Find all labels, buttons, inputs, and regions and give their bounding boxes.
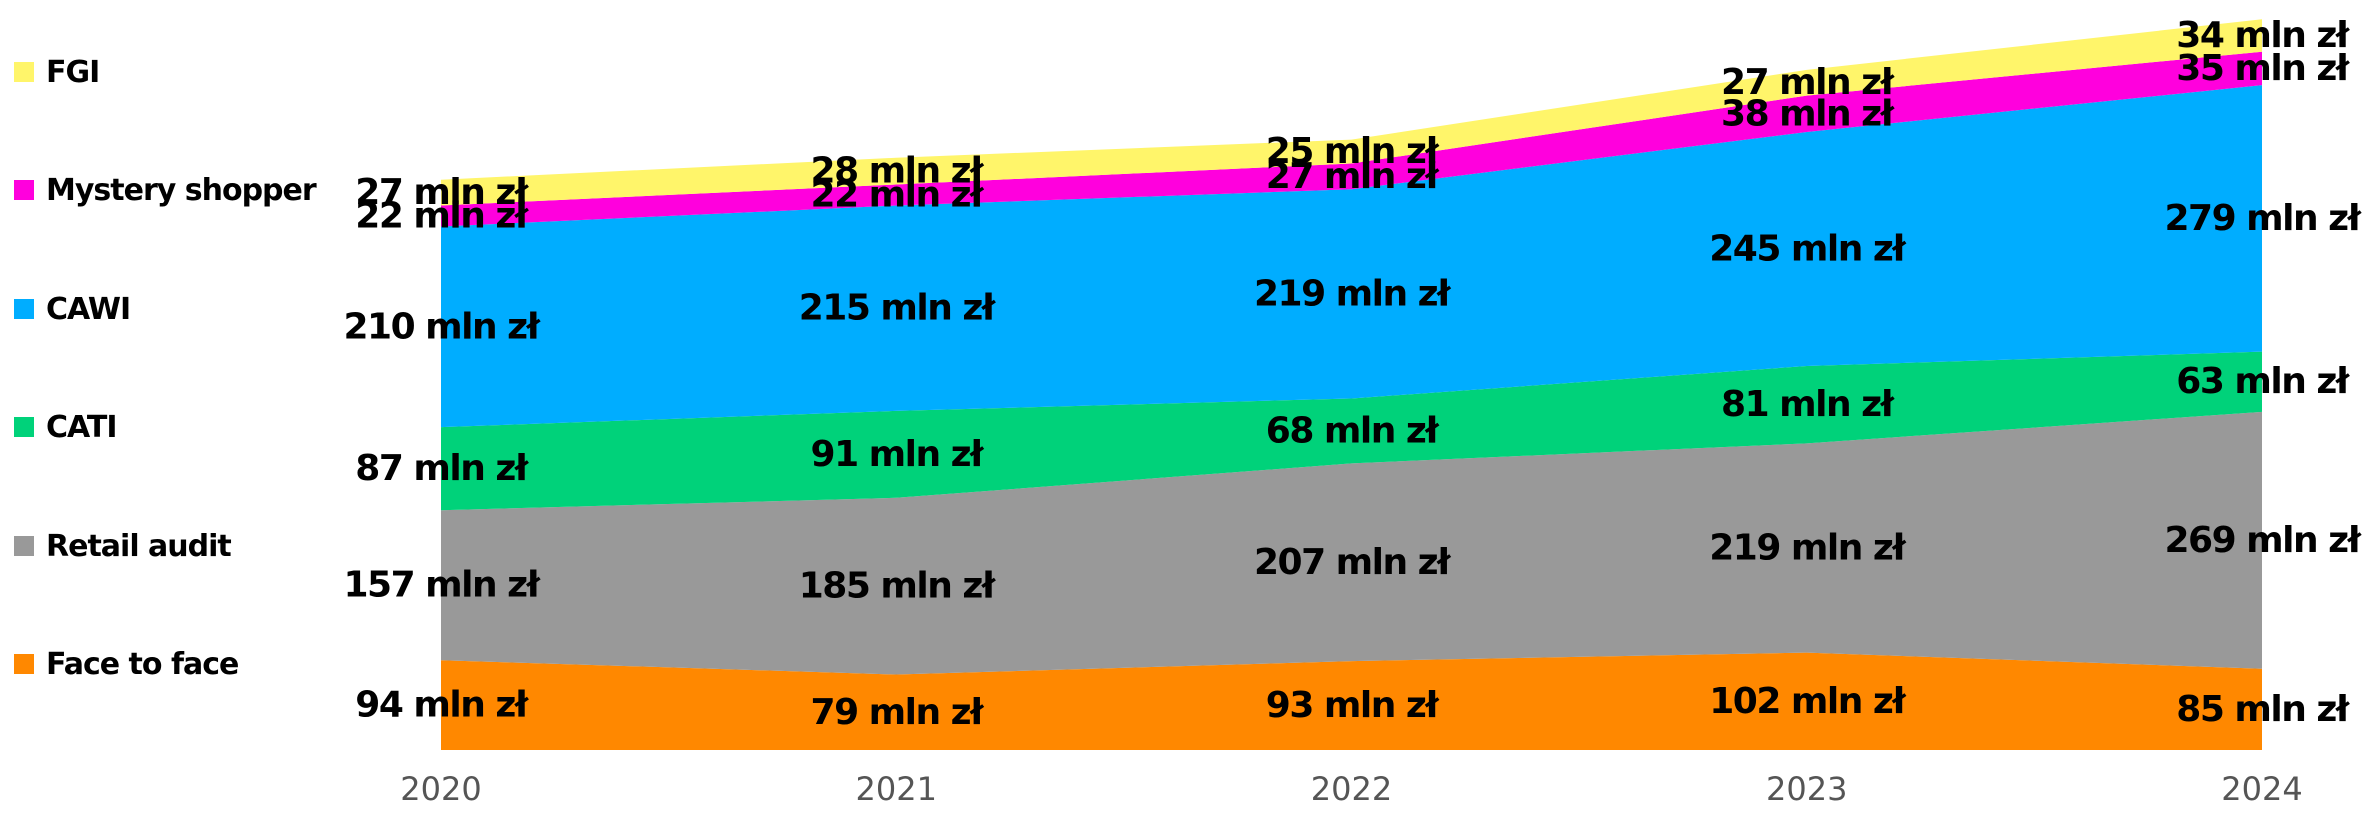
area-retail-audit: [441, 411, 2262, 675]
legend-item-mystery-shopper: Mystery shopper: [14, 170, 317, 210]
legend-label-fgi: FGI: [46, 54, 100, 90]
x-tick-label-2024: 2024: [2221, 770, 2302, 808]
legend-item-cawi: CAWI: [14, 289, 131, 329]
legend-label-cati: CATI: [46, 409, 118, 445]
area-face-to-face: [441, 652, 2262, 750]
data-label-cawi-2021: 215 mln zł: [799, 288, 997, 329]
area-cati: [441, 351, 2262, 511]
data-label-mystery-shopper-2023: 38 mln zł: [1721, 93, 1896, 134]
data-label-cawi-2022: 219 mln zł: [1254, 273, 1452, 314]
data-label-face-to-face-2020: 94 mln zł: [355, 685, 530, 726]
legend-swatch-retail-audit: [14, 536, 34, 556]
legend-label-cawi: CAWI: [46, 291, 131, 327]
data-label-cati-2024: 63 mln zł: [2176, 361, 2351, 402]
data-label-cawi-2023: 245 mln zł: [1709, 228, 1907, 269]
area-cawi: [441, 85, 2262, 428]
data-label-cati-2021: 91 mln zł: [811, 434, 986, 475]
data-label-mystery-shopper-2020: 22 mln zł: [355, 196, 530, 237]
data-label-retail-audit-2024: 269 mln zł: [2164, 520, 2362, 561]
data-label-cati-2022: 68 mln zł: [1266, 410, 1441, 451]
legend-swatch-cawi: [14, 299, 34, 319]
area-fgi: [441, 19, 2262, 206]
legend-swatch-fgi: [14, 62, 34, 82]
x-tick-label-2022: 2022: [1311, 770, 1392, 808]
x-tick-label-2021: 2021: [856, 770, 937, 808]
area-mystery-shopper: [441, 51, 2262, 227]
data-label-mystery-shopper-2022: 27 mln zł: [1266, 156, 1441, 197]
data-label-retail-audit-2023: 219 mln zł: [1709, 527, 1907, 568]
data-label-fgi-2021: 28 mln zł: [811, 151, 986, 192]
data-label-retail-audit-2022: 207 mln zł: [1254, 542, 1452, 583]
legend-item-face-to-face: Face to face: [14, 644, 239, 684]
legend-swatch-cati: [14, 417, 34, 437]
data-label-cawi-2020: 210 mln zł: [343, 306, 541, 347]
data-label-cati-2023: 81 mln zł: [1721, 384, 1896, 425]
data-label-face-to-face-2024: 85 mln zł: [2176, 689, 2351, 730]
legend-item-cati: CATI: [14, 407, 118, 447]
data-label-cawi-2024: 279 mln zł: [2164, 198, 2362, 239]
legend-label-mystery-shopper: Mystery shopper: [46, 172, 317, 208]
legend-item-fgi: FGI: [14, 52, 100, 92]
legend-item-retail-audit: Retail audit: [14, 526, 232, 566]
data-label-fgi-2024: 34 mln zł: [2176, 15, 2351, 56]
legend-label-retail-audit: Retail audit: [46, 528, 232, 564]
area-layers: [441, 19, 2262, 750]
legend-swatch-face-to-face: [14, 654, 34, 674]
value-labels: 94 mln zł 79 mln zł 93 mln zł 102 mln zł 85 …: [343, 15, 2363, 733]
data-label-fgi-2022: 25 mln zł: [1266, 131, 1441, 172]
data-label-mystery-shopper-2024: 35 mln zł: [2176, 48, 2351, 89]
data-label-mystery-shopper-2021: 22 mln zł: [811, 174, 986, 215]
data-label-face-to-face-2022: 93 mln zł: [1266, 685, 1441, 726]
legend-label-face-to-face: Face to face: [46, 646, 239, 682]
data-label-face-to-face-2021: 79 mln zł: [811, 692, 986, 733]
data-label-fgi-2020: 27 mln zł: [355, 172, 530, 213]
x-tick-label-2020: 2020: [400, 770, 481, 808]
data-label-retail-audit-2021: 185 mln zł: [799, 566, 997, 607]
x-axis: 2020 2021 2022 2023 2024: [400, 770, 2302, 808]
data-label-retail-audit-2020: 157 mln zł: [343, 565, 541, 606]
data-label-face-to-face-2023: 102 mln zł: [1709, 681, 1907, 722]
data-label-cati-2020: 87 mln zł: [355, 448, 530, 489]
data-label-fgi-2023: 27 mln zł: [1721, 62, 1896, 103]
legend-swatch-mystery-shopper: [14, 180, 34, 200]
x-tick-label-2023: 2023: [1766, 770, 1847, 808]
